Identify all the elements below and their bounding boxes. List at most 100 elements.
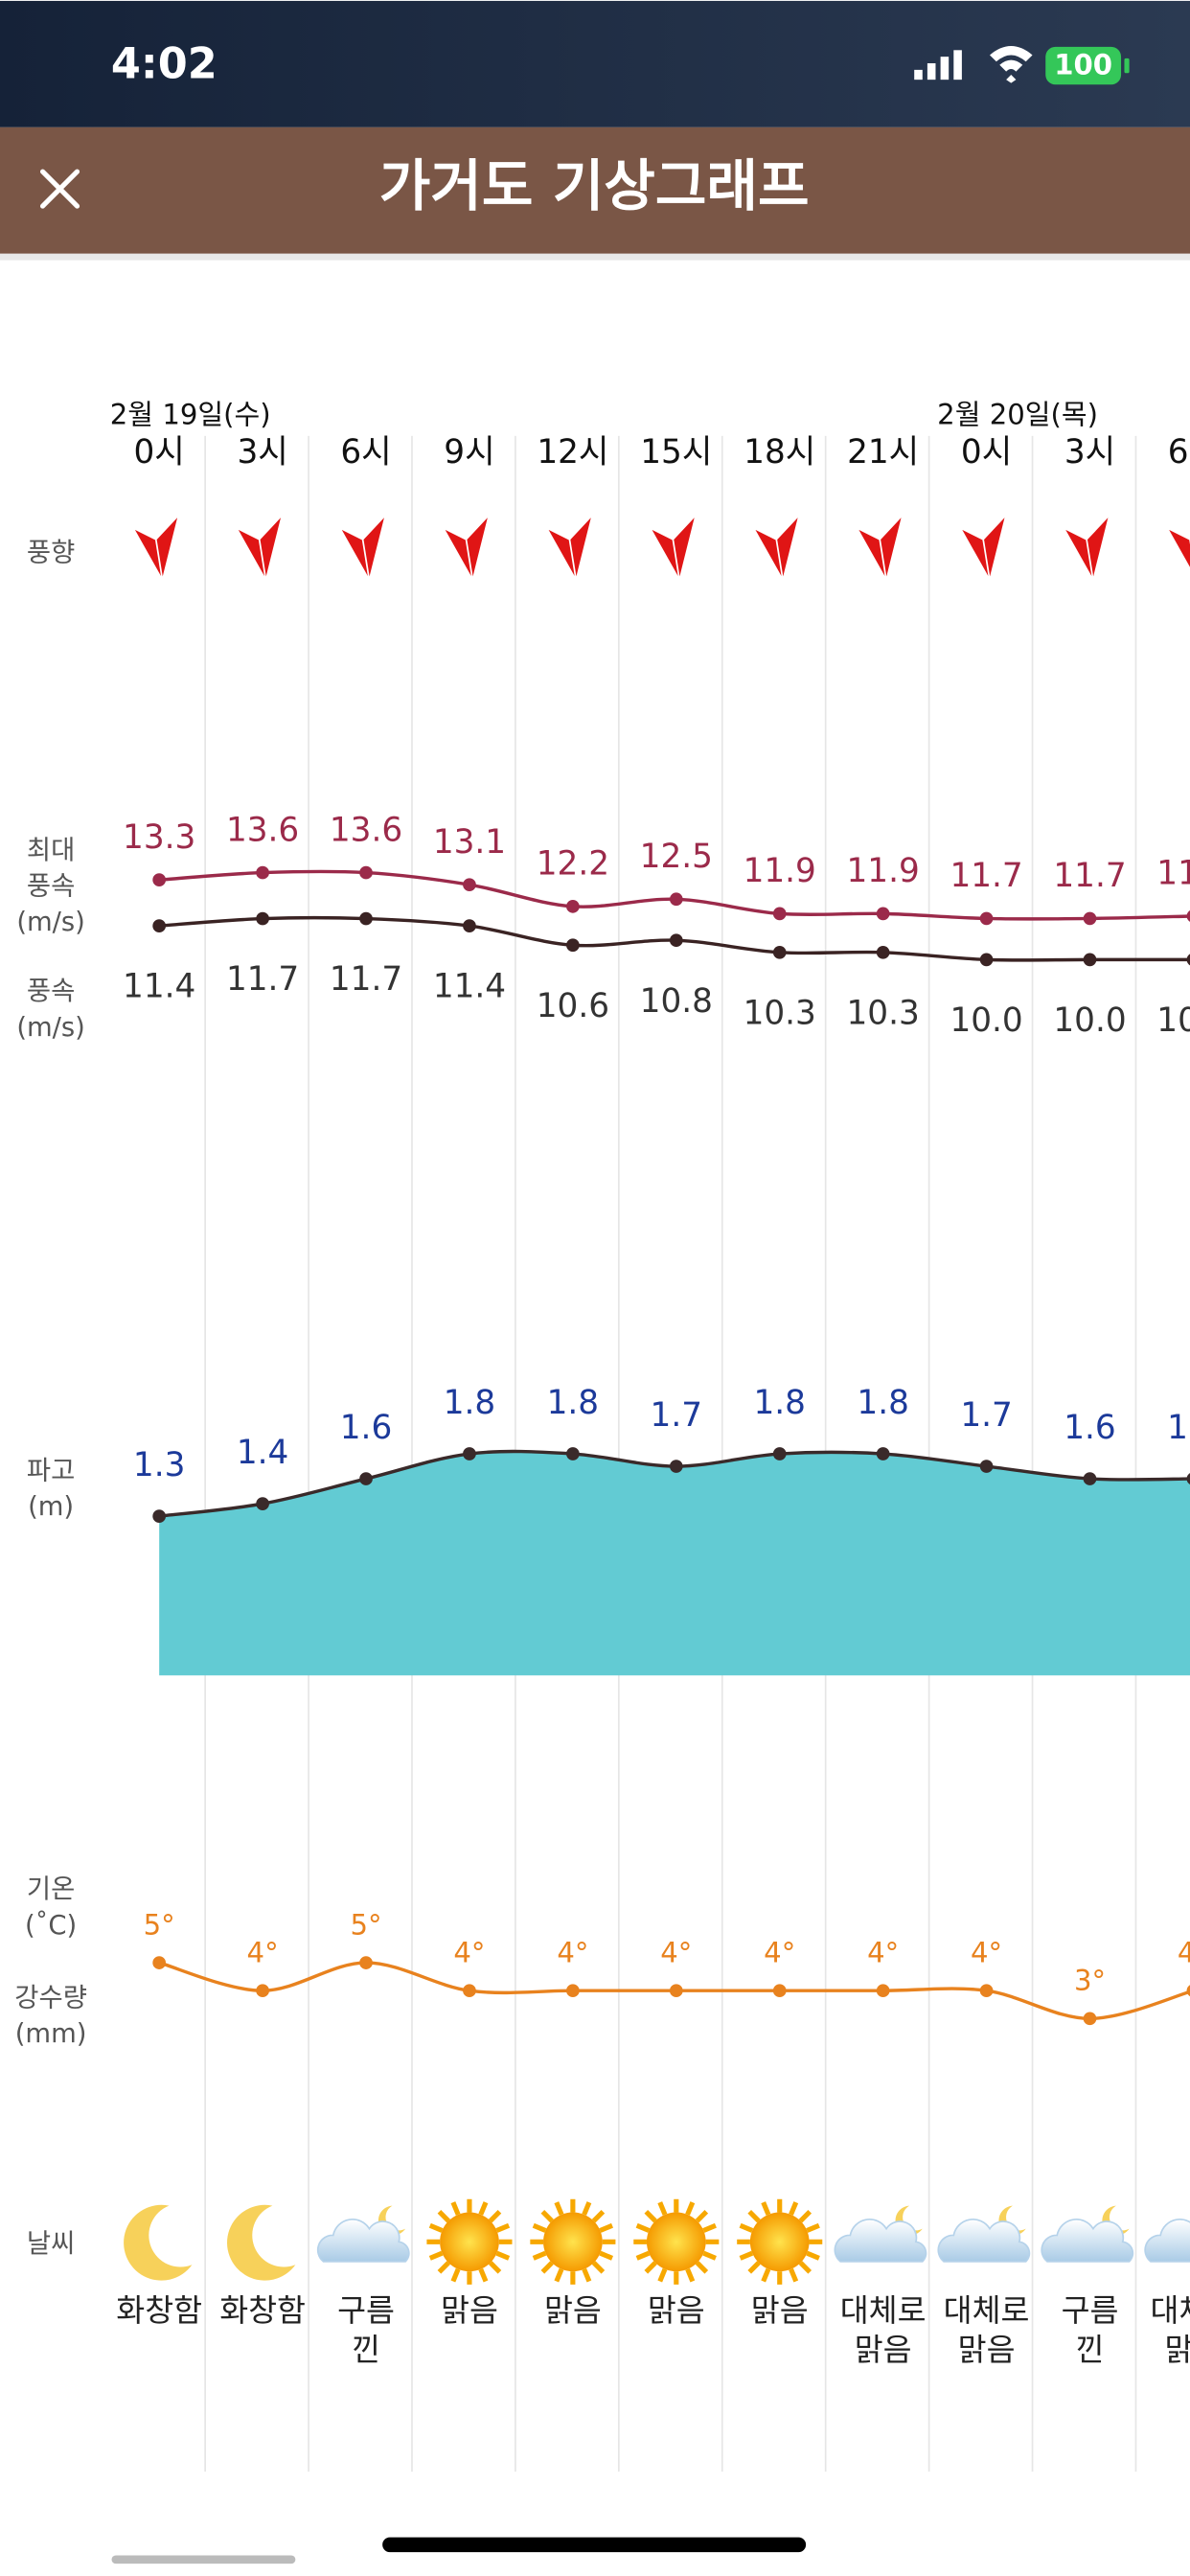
weather-icon: [834, 2205, 927, 2263]
temp-label: 4°: [1178, 1937, 1190, 1969]
wind-direction-icon: [544, 512, 595, 582]
weather-icon: [316, 2205, 410, 2263]
moon: [124, 2204, 193, 2281]
wave-label: 1.8: [444, 1384, 495, 1422]
row-label: (m/s): [16, 1013, 85, 1043]
temp-label: 4°: [557, 1937, 588, 1969]
battery-icon: [1045, 46, 1122, 85]
sun-ray: [495, 2222, 511, 2233]
sun-ray: [635, 2222, 651, 2233]
temp-point: [979, 1984, 994, 1998]
wind-point: [1186, 954, 1190, 966]
temp-label: 4°: [247, 1937, 279, 1969]
sun-ray: [798, 2210, 812, 2223]
sun-ray: [554, 2201, 564, 2216]
sun-ray: [437, 2210, 450, 2223]
wind-arrow: [441, 512, 492, 582]
weather-icon: [530, 2198, 616, 2285]
sun-ray: [685, 2201, 696, 2216]
sun-ray: [657, 2201, 668, 2216]
header: [0, 126, 1190, 254]
time-label: 6시: [1168, 433, 1190, 472]
wind-point: [876, 945, 890, 959]
row-label: 기온: [27, 1874, 75, 1904]
max_wind-label: 11.7: [950, 857, 1022, 895]
home-indicator: [382, 2537, 807, 2553]
weather-label: 맑음: [1164, 2332, 1190, 2368]
sun-ray: [478, 2201, 489, 2216]
wind-direction-icon: [648, 512, 698, 582]
battery-tip: [1124, 58, 1130, 74]
wind-point: [359, 911, 373, 926]
temp-point: [772, 1984, 787, 1998]
max_wind-label: 11.7: [1053, 857, 1126, 895]
wind-point: [979, 953, 994, 967]
wind-arrow: [648, 512, 698, 582]
wind-arrow: [958, 512, 1008, 582]
wind-arrow: [337, 512, 388, 582]
sun-ray: [591, 2261, 606, 2274]
sun-ray: [540, 2261, 554, 2274]
row-label: 최대: [27, 836, 75, 865]
time-label: 12시: [537, 433, 608, 472]
cloud: [1144, 2218, 1190, 2263]
sun-ray: [761, 2267, 771, 2283]
wave-point: [152, 1509, 167, 1523]
weather-icon: [1041, 2205, 1134, 2263]
weather-icon: [124, 2204, 193, 2281]
wind-label: 10.6: [537, 987, 609, 1025]
max_wind-label: 12.2: [537, 845, 609, 884]
weather-label: 대체로: [944, 2292, 1030, 2329]
time-label: 6시: [340, 433, 391, 472]
wind-label: 11.7: [330, 960, 402, 999]
wind-arrow: [751, 512, 801, 582]
wave-label: 1.6: [340, 1409, 392, 1447]
wave-point: [566, 1447, 580, 1460]
sun: [543, 2212, 603, 2272]
sun-ray: [591, 2210, 606, 2223]
wave-point: [359, 1472, 373, 1485]
wave-point: [772, 1447, 787, 1460]
status-bar: [0, 0, 1190, 127]
sun-ray: [450, 2267, 461, 2283]
wave-label: 1.8: [857, 1384, 908, 1422]
weather-label: 낀: [352, 2332, 380, 2368]
wave-point: [669, 1460, 683, 1473]
row-label: (˚C): [25, 1911, 77, 1941]
temp-point: [566, 1984, 580, 1998]
close-button[interactable]: [39, 169, 80, 209]
wind-direction-icon: [441, 512, 492, 582]
wind-arrow: [234, 512, 285, 582]
wave-label: 1.8: [547, 1384, 599, 1422]
moon: [227, 2204, 296, 2281]
wind-direction-icon: [958, 512, 1008, 582]
wind-direction-icon: [234, 512, 285, 582]
max_wind-point: [566, 899, 580, 913]
wind-label: 11.4: [123, 968, 195, 1006]
time-label: 3시: [237, 433, 287, 472]
max_wind-point: [463, 878, 476, 892]
sun: [440, 2212, 499, 2272]
sun-ray: [428, 2222, 444, 2233]
weather-label: 맑음: [648, 2292, 705, 2329]
sun-ray: [450, 2201, 461, 2216]
wind-arrow: [855, 512, 904, 582]
time-label: 0시: [961, 433, 1012, 472]
sun-ray: [582, 2201, 592, 2216]
sun-ray: [702, 2250, 717, 2261]
max_wind-label: 13.1: [433, 823, 506, 862]
wind-point: [772, 945, 787, 959]
max_wind-label: 11.9: [744, 852, 816, 890]
sun-ray: [747, 2210, 761, 2223]
max_wind-point: [669, 892, 683, 907]
max_wind-label: 13.6: [226, 811, 299, 849]
sun-ray: [806, 2222, 820, 2233]
temp-point: [152, 1956, 167, 1969]
time-label: 3시: [1064, 433, 1115, 472]
cloud: [1041, 2218, 1134, 2263]
wind-point: [566, 938, 580, 953]
weather-label: 낀: [1076, 2332, 1105, 2368]
sun-ray: [540, 2210, 554, 2223]
